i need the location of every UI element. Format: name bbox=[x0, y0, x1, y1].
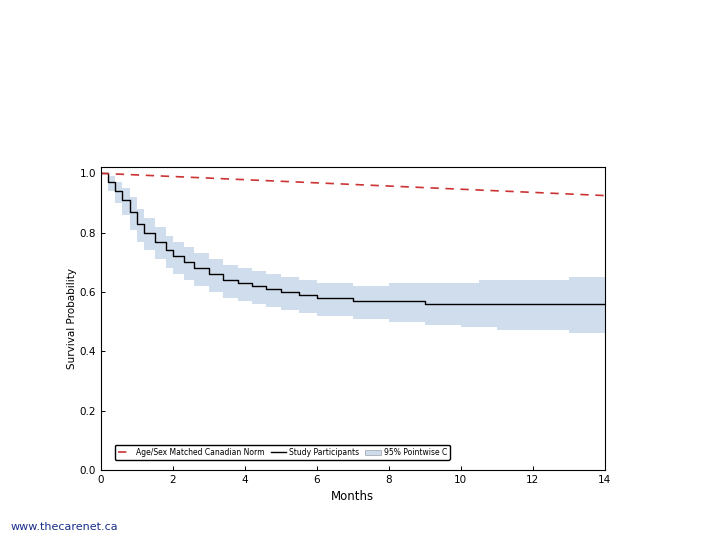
Legend: Age/Sex Matched Canadian Norm, Study Participants, 95% Pointwise C: Age/Sex Matched Canadian Norm, Study Par… bbox=[114, 445, 450, 460]
Y-axis label: Survival Probability: Survival Probability bbox=[67, 268, 76, 369]
Text: www.thecarenet.ca: www.thecarenet.ca bbox=[11, 522, 118, 532]
X-axis label: Months: Months bbox=[331, 490, 374, 503]
Text: Kaplan-Meier Survival Curves of Study
Population Compared to Age and Sex Matched: Kaplan-Meier Survival Curves of Study Po… bbox=[27, 36, 519, 105]
